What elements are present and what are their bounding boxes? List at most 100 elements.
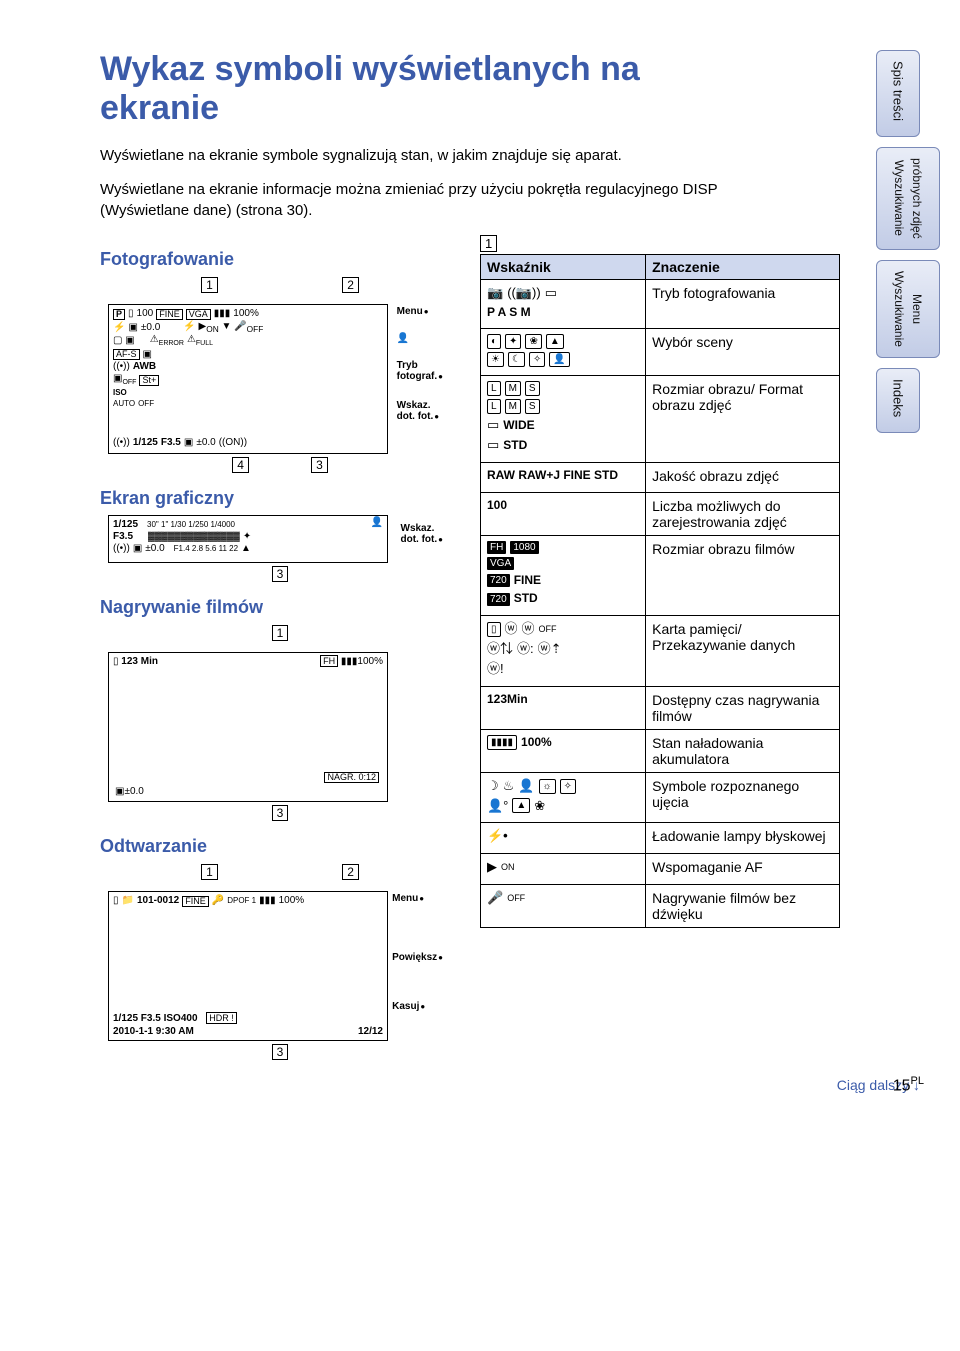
- meaning-cell: Symbole rozpoznanego ujęcia: [646, 772, 840, 823]
- foto-batt: 100%: [233, 309, 259, 319]
- table-header-indicator: Wskaźnik: [481, 254, 646, 279]
- meaning-cell: Rozmiar obrazu/ Format obrazu zdjęć: [646, 376, 840, 463]
- odtw-side-menu: Menu Powiększ Kasuj: [392, 893, 443, 1028]
- foto-fine: FINE: [156, 309, 183, 320]
- table-row: 100Liczba możliwych do zarejestrowania z…: [481, 492, 840, 535]
- ekran-ev: ±0.0: [145, 544, 164, 554]
- meaning-cell: Stan naładowania akumulatora: [646, 729, 840, 772]
- foto-tag-3: 3: [311, 457, 328, 473]
- odtw-tag-1: 1: [201, 864, 218, 880]
- screen-foto: P ▯ 100 FINE VGA ▮▮▮ 100% ⚡▣±0.0 ⚡ ▶ON ▼…: [108, 304, 388, 454]
- table-row: 123MinDostępny czas nagrywania filmów: [481, 686, 840, 729]
- foto-tag-4: 4: [232, 457, 249, 473]
- foto-tag-1: 1: [201, 277, 218, 293]
- indicator-table: Wskaźnik Znaczenie 📷((📷))▭P A S MTryb fo…: [480, 254, 840, 928]
- nagr-batt: 100%: [357, 656, 383, 667]
- table-row: ▯ⓦⓦOFFⓦ⇅ⓦ:ⓦ⇡ⓦ!Karta pamięci/ Przekazywan…: [481, 615, 840, 686]
- table-row: ▮▮▮▮ 100%Stan naładowania akumulatora: [481, 729, 840, 772]
- tab-menu-search[interactable]: WyszukiwanieMenu: [876, 260, 940, 358]
- nagr-ev: ±0.0: [124, 786, 143, 797]
- foto-awb: AWB: [133, 362, 156, 372]
- foto-mode: P: [113, 309, 125, 320]
- table-row: 📷((📷))▭P A S MTryb fotografowania: [481, 279, 840, 328]
- indicator-cell: 🎤OFF: [481, 885, 646, 928]
- odtw-dpof: DPOF 1: [227, 897, 256, 905]
- ekran-fnum: F3.5: [113, 532, 133, 542]
- right-column: 1 Wskaźnik Znaczenie 📷((📷))▭P A S MTryb …: [480, 235, 840, 928]
- odtw-frame: 12/12: [358, 1027, 383, 1037]
- nagr-fh: FH: [320, 655, 338, 667]
- indicator-cell: 📷((📷))▭P A S M: [481, 279, 646, 328]
- meaning-cell: Dostępny czas nagrywania filmów: [646, 686, 840, 729]
- meaning-cell: Rozmiar obrazu filmów: [646, 535, 840, 615]
- ekran-shutter: 1/125: [113, 520, 138, 530]
- odtw-tag-2: 2: [342, 864, 359, 880]
- table-row: 🎤OFFNagrywanie filmów bez dźwięku: [481, 885, 840, 928]
- indicator-cell: ▯ⓦⓦOFFⓦ⇅ⓦ:ⓦ⇡ⓦ!: [481, 615, 646, 686]
- table-row: ◐✦❀▲☀☾✧👤Wybór sceny: [481, 329, 840, 376]
- foto-tag-2: 2: [342, 277, 359, 293]
- foto-ev: ±0.0: [141, 323, 160, 333]
- foto-ev2: ±0.0: [196, 438, 215, 448]
- ekran-tag-3: 3: [272, 566, 289, 582]
- indicator-cell: FH 1080VGA720FINE720STD: [481, 535, 646, 615]
- table-row: FH 1080VGA720FINE720STDRozmiar obrazu fi…: [481, 535, 840, 615]
- tab-sample-search[interactable]: Wyszukiwaniepróbnych zdjęć: [876, 147, 940, 250]
- indicator-cell: ⚡•: [481, 823, 646, 854]
- meaning-cell: Liczba możliwych do zarejestrowania zdję…: [646, 492, 840, 535]
- foto-shutter: 1/125: [133, 438, 158, 448]
- foto-vga: VGA: [186, 309, 211, 320]
- tab-contents[interactable]: Spis treści: [876, 50, 920, 137]
- nagr-tag-1: 1: [272, 625, 289, 641]
- odtw-fine: FINE: [182, 896, 209, 907]
- intro-line-2: Wyświetlane na ekranie informacje można …: [100, 180, 720, 221]
- meaning-cell: Nagrywanie filmów bez dźwięku: [646, 885, 840, 928]
- screen-nagrywanie: ▯ 123 Min FH ▮▮▮100% NAGR. 0:12 ▣±0.0: [108, 652, 388, 802]
- meaning-cell: Wspomaganie AF: [646, 854, 840, 885]
- nagr-tag-3: 3: [272, 805, 289, 821]
- meaning-cell: Karta pamięci/ Przekazywanie danych: [646, 615, 840, 686]
- odtw-date: 2010-1-1 9:30 AM: [113, 1027, 194, 1037]
- table-row: LMSLMS▭WIDE▭STDRozmiar obrazu/ Format ob…: [481, 376, 840, 463]
- foto-fnum: F3.5: [161, 438, 181, 448]
- odtw-hdr: HDR !: [206, 1012, 237, 1024]
- screen-odtwarzanie: ▯📁 101-0012 FINE 🔑 DPOF 1 ▮▮▮100% 1/125 …: [108, 891, 388, 1041]
- indicator-cell: ◐✦❀▲☀☾✧👤: [481, 329, 646, 376]
- indicator-cell: 123Min: [481, 686, 646, 729]
- ekran-scale-top: 30" 1" 1/30 1/250 1/4000: [147, 521, 235, 529]
- indicator-cell: RAW RAW+J FINE STD: [481, 463, 646, 493]
- ekran-scale-bot: F1.4 2.8 5.6 11 22: [174, 545, 238, 553]
- continued-label: Ciąg dalszy ↓: [0, 1077, 920, 1093]
- odtw-info: 1/125 F3.5 ISO400: [113, 1013, 198, 1024]
- indicator-cell: LMSLMS▭WIDE▭STD: [481, 376, 646, 463]
- table-row: ⚡•Ładowanie lampy błyskowej: [481, 823, 840, 854]
- ekran-side-menu: Wskaz.dot. fot.: [401, 523, 444, 561]
- nagr-rec: NAGR. 0:12: [324, 772, 379, 783]
- table-section-1: 1: [480, 235, 497, 252]
- side-tabs: Spis treści Wyszukiwaniepróbnych zdjęć W…: [876, 50, 940, 443]
- odtw-tag-3: 3: [272, 1044, 289, 1060]
- section-ekran: Ekran graficzny: [100, 488, 460, 509]
- indicator-cell: ▮▮▮▮ 100%: [481, 729, 646, 772]
- indicator-cell: 100: [481, 492, 646, 535]
- foto-auto: AUTO: [113, 400, 135, 408]
- foto-side-menu: Menu 👤 Trybfotograf. Wskaz.dot. fot.: [397, 306, 443, 438]
- indicator-cell: ☽♨👤☼✧👤°▲❀: [481, 772, 646, 823]
- meaning-cell: Jakość obrazu zdjęć: [646, 463, 840, 493]
- meaning-cell: Wybór sceny: [646, 329, 840, 376]
- table-row: ☽♨👤☼✧👤°▲❀Symbole rozpoznanego ujęcia: [481, 772, 840, 823]
- section-nagrywanie: Nagrywanie filmów: [100, 597, 460, 618]
- screen-ekran: 👤 1/125 30" 1" 1/30 1/250 1/4000 F3.5 ▓▓…: [108, 515, 388, 563]
- left-column: Fotografowanie 1 2 P ▯ 100 FINE VGA ▮▮▮ …: [100, 235, 460, 1071]
- foto-count: 100: [137, 309, 154, 319]
- page-number: 15PL: [893, 1075, 924, 1095]
- tab-index[interactable]: Indeks: [876, 368, 920, 433]
- page-title: Wykaz symboli wyświetlanych na ekranie: [100, 50, 720, 128]
- foto-iso: ISO: [113, 389, 127, 397]
- nagr-time: 123 Min: [121, 656, 158, 667]
- section-odtwarzanie: Odtwarzanie: [100, 836, 460, 857]
- foto-afs: AF-S: [113, 349, 140, 360]
- odtw-folder: 101-0012: [137, 896, 179, 906]
- meaning-cell: Ładowanie lampy błyskowej: [646, 823, 840, 854]
- section-fotografowanie: Fotografowanie: [100, 249, 460, 270]
